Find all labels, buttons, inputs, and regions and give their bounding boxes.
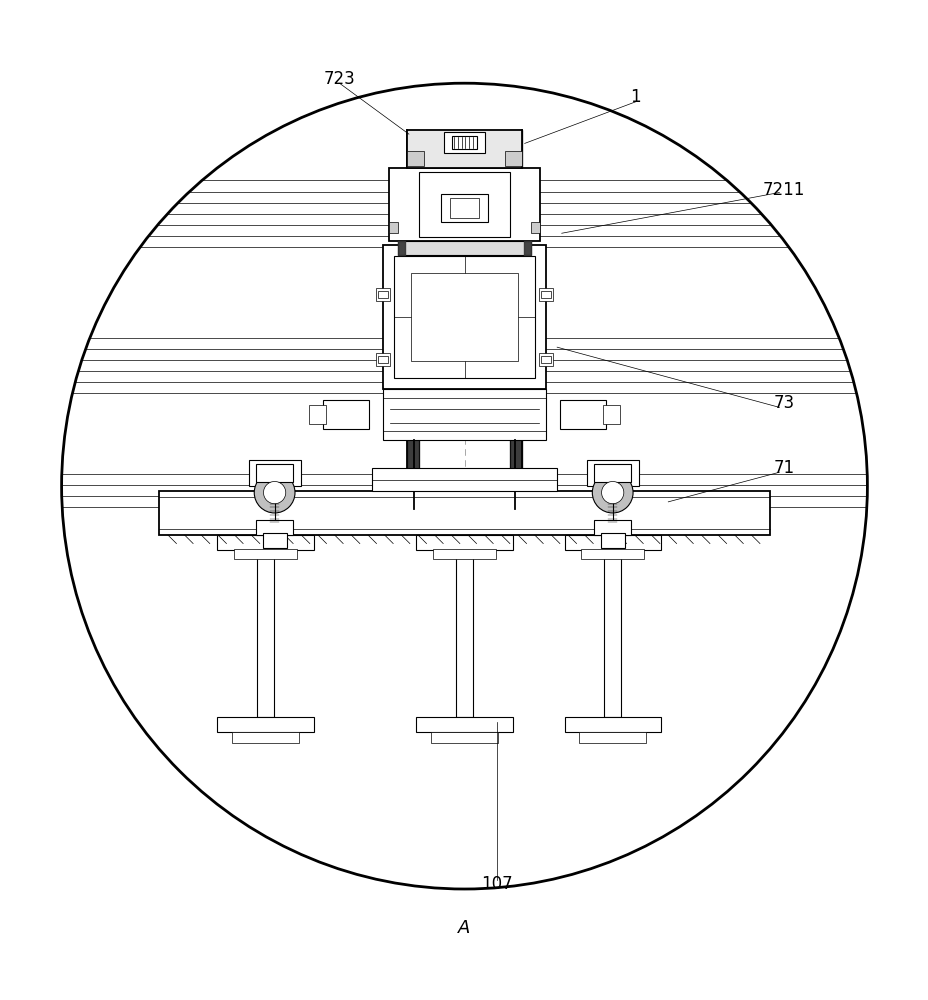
- Bar: [586, 460, 638, 486]
- Bar: [419, 172, 509, 237]
- Bar: [217, 535, 313, 550]
- Bar: [393, 256, 535, 378]
- Bar: [231, 732, 299, 743]
- Bar: [416, 535, 512, 550]
- Circle shape: [592, 472, 632, 513]
- Bar: [581, 549, 643, 559]
- Bar: [388, 168, 540, 241]
- Text: 1: 1: [630, 88, 640, 106]
- Bar: [560, 400, 606, 429]
- Circle shape: [254, 472, 295, 513]
- Bar: [449, 198, 479, 218]
- Bar: [594, 520, 630, 535]
- Bar: [431, 732, 497, 743]
- Bar: [249, 460, 301, 486]
- Bar: [382, 245, 546, 389]
- Bar: [322, 400, 368, 429]
- Bar: [406, 130, 522, 168]
- Bar: [505, 151, 522, 166]
- Bar: [234, 549, 296, 559]
- Text: 7211: 7211: [762, 181, 805, 199]
- Text: 71: 71: [773, 459, 793, 477]
- Bar: [600, 533, 624, 548]
- Bar: [397, 241, 531, 255]
- Text: 107: 107: [481, 875, 512, 893]
- Bar: [538, 353, 553, 366]
- Bar: [378, 291, 387, 298]
- Bar: [257, 550, 274, 717]
- Bar: [378, 356, 387, 363]
- Bar: [388, 222, 397, 233]
- Circle shape: [601, 481, 623, 504]
- Text: 73: 73: [773, 394, 793, 412]
- Bar: [382, 389, 546, 440]
- Bar: [444, 132, 484, 153]
- Bar: [432, 549, 496, 559]
- Text: 723: 723: [323, 70, 354, 88]
- Bar: [456, 550, 472, 717]
- Circle shape: [264, 481, 286, 504]
- Bar: [375, 288, 390, 301]
- Bar: [410, 273, 518, 361]
- Bar: [603, 405, 619, 424]
- Bar: [263, 533, 287, 548]
- Bar: [371, 468, 557, 491]
- Bar: [217, 717, 313, 732]
- Bar: [604, 550, 620, 717]
- Bar: [309, 405, 325, 424]
- Bar: [452, 136, 476, 149]
- Bar: [256, 520, 293, 535]
- Bar: [406, 151, 423, 166]
- Bar: [375, 353, 390, 366]
- Bar: [256, 464, 293, 482]
- Bar: [416, 717, 512, 732]
- Text: A: A: [458, 919, 470, 937]
- Bar: [531, 222, 540, 233]
- Bar: [541, 291, 550, 298]
- Bar: [564, 717, 660, 732]
- Bar: [578, 732, 646, 743]
- Bar: [538, 288, 553, 301]
- Bar: [541, 356, 550, 363]
- Bar: [441, 194, 487, 222]
- Bar: [594, 464, 630, 482]
- Bar: [564, 535, 660, 550]
- Bar: [159, 491, 769, 535]
